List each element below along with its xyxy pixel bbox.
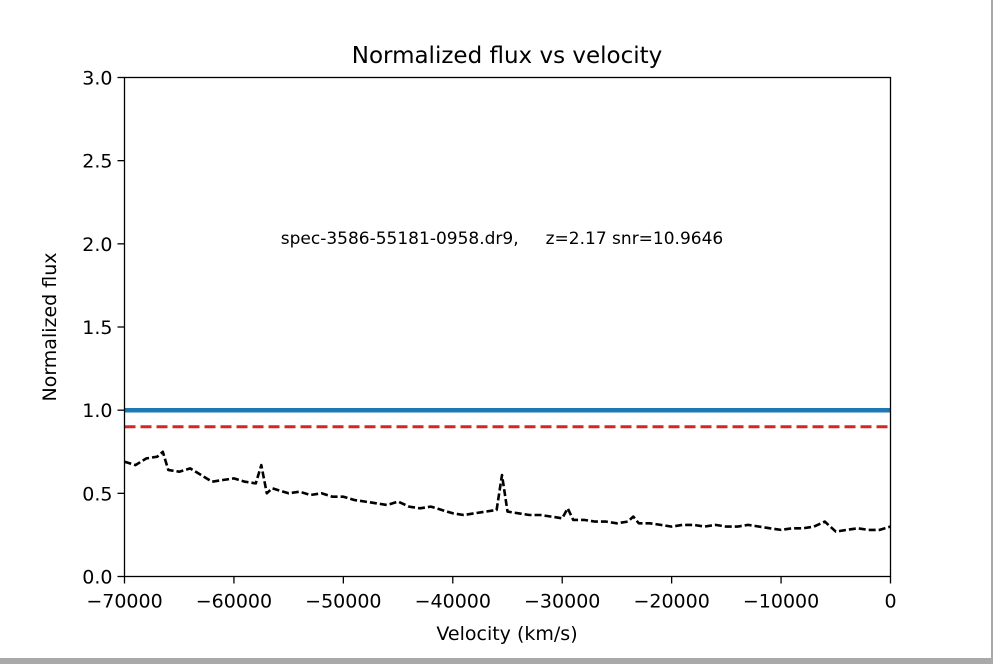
x-axis-ticks: −70000 −60000 −50000 −40000 −30000 −20000 −100… (86, 576, 897, 613)
y-axis-ticks: 0.0 0.5 1.0 1.5 2.0 2.5 3.0 (82, 68, 125, 589)
y-tick-label: 2.0 (82, 234, 112, 256)
x-tick-label: −70000 (86, 591, 162, 613)
plot-area (124, 77, 891, 577)
series-layer (124, 407, 891, 533)
plot-frame (123, 76, 892, 578)
x-tick-label: −30000 (524, 591, 600, 613)
chart-title: Normalized flux vs velocity (352, 43, 663, 69)
y-tick-label: 1.5 (82, 317, 112, 339)
y-axis-label: Normalized flux (39, 252, 61, 401)
y-tick-label: 3.0 (82, 68, 112, 90)
x-axis-label: Velocity (km/s) (436, 623, 577, 645)
x-tick-label: −40000 (415, 591, 491, 613)
spectrum-annotation: spec-3586-55181-0958.dr9, z=2.17 snr=10.… (281, 229, 723, 249)
x-tick-label: −20000 (633, 591, 709, 613)
y-tick-label: 1.0 (82, 400, 112, 422)
x-tick-label: −50000 (305, 591, 381, 613)
y-tick-label: 0.5 (82, 483, 112, 505)
x-tick-label: 0 (884, 591, 896, 613)
flux-spectrum-line (124, 450, 891, 533)
y-tick-label: 0.0 (82, 567, 112, 589)
y-tick-label: 2.5 (82, 151, 112, 173)
x-tick-label: −60000 (196, 591, 272, 613)
x-tick-label: −10000 (743, 591, 819, 613)
